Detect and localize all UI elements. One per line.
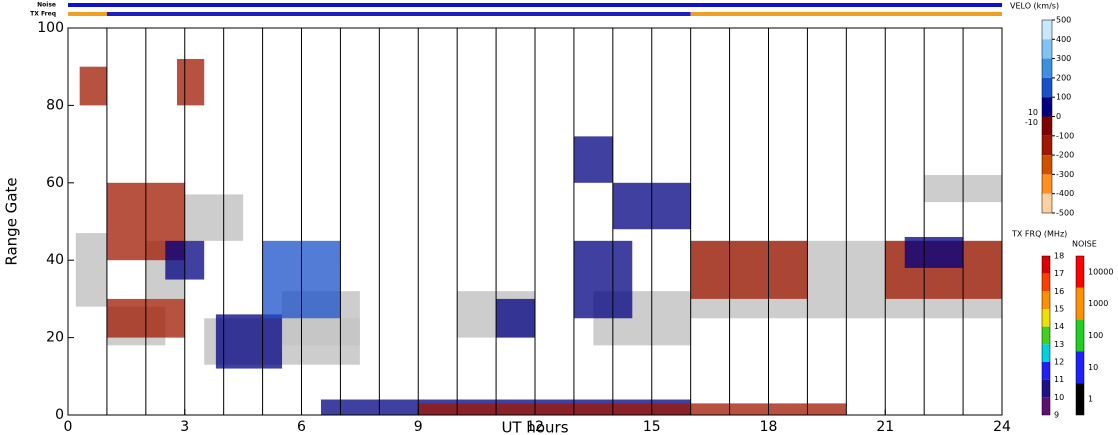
colorbar-cell xyxy=(1042,58,1052,78)
status-segment xyxy=(106,12,691,16)
colorbar-label: -10 xyxy=(1025,118,1038,127)
y-axis-title: Range Gate xyxy=(3,177,21,265)
colorbar-label: 18 xyxy=(1054,252,1064,261)
colorbar-cell xyxy=(1042,397,1050,415)
colorbar-cell xyxy=(1042,116,1052,136)
colorbar-cell xyxy=(1042,362,1050,380)
colorbar-label: 1000 xyxy=(1088,299,1108,308)
colorbar-cell xyxy=(1042,135,1052,156)
colorbar-label: -500 xyxy=(1056,209,1074,218)
colorbar-label: 11 xyxy=(1054,375,1064,384)
status-segment xyxy=(690,12,1002,16)
y-tick-label: 100 xyxy=(37,20,64,36)
x-tick-label: 0 xyxy=(64,419,73,435)
velocity-echo xyxy=(690,240,808,299)
colorbar-label: 13 xyxy=(1054,340,1064,349)
colorbar-cell xyxy=(1042,20,1052,40)
x-tick-label: 9 xyxy=(414,419,423,435)
x-tick-label: 24 xyxy=(993,419,1011,435)
colorbar-label: 15 xyxy=(1054,305,1064,314)
bar-label: TX Freq xyxy=(30,11,56,18)
x-tick-label: 12 xyxy=(526,419,544,435)
colorbar-frame xyxy=(1041,255,1051,416)
colorbar-label: 10000 xyxy=(1088,267,1113,276)
colorbar-cell xyxy=(1042,309,1050,327)
colorbar-label: 16 xyxy=(1054,287,1064,296)
colorbar-label: 17 xyxy=(1054,269,1064,278)
colorbar-cell xyxy=(1042,291,1050,309)
colorbar-label: -400 xyxy=(1056,189,1074,198)
colorbar-label: -300 xyxy=(1056,170,1074,179)
colorbar-label: 500 xyxy=(1056,16,1071,25)
colorbar-cell xyxy=(1042,256,1050,274)
y-tick-label: 80 xyxy=(46,97,64,113)
colorbar-label: 9 xyxy=(1054,411,1059,420)
velocity-echo xyxy=(496,298,535,338)
x-tick-label: 6 xyxy=(297,419,306,435)
colorbar-cell xyxy=(1042,273,1050,292)
colorbar-cell xyxy=(1042,155,1052,175)
x-tick-label: 18 xyxy=(760,419,778,435)
colorbar-title: TX FRQ (MHz) xyxy=(1011,230,1067,239)
ground-scatter xyxy=(184,194,244,241)
y-tick-label: 20 xyxy=(46,330,64,346)
colorbar-cell xyxy=(1076,383,1084,415)
velocity-echo xyxy=(176,58,205,106)
colorbar-cell xyxy=(1042,77,1052,98)
colorbar-label: 10 xyxy=(1054,393,1064,402)
colorbar-cell xyxy=(1042,379,1050,398)
colorbar-label: 300 xyxy=(1056,54,1071,63)
ground-scatter xyxy=(75,233,107,307)
colorbar-label: 400 xyxy=(1056,35,1071,44)
velocity-echo xyxy=(215,314,283,369)
colorbar-label: -200 xyxy=(1056,151,1074,160)
y-tick-label: 60 xyxy=(46,175,64,191)
colorbar-cell xyxy=(1076,351,1084,384)
colorbar-cell xyxy=(1042,39,1052,59)
velocity-echo xyxy=(904,236,964,268)
colorbar-label: 10 xyxy=(1028,108,1038,117)
colorbar-cell xyxy=(1076,287,1084,320)
colorbar-label: 12 xyxy=(1054,358,1064,367)
colorbar-cell xyxy=(1042,193,1052,213)
y-tick-label: 0 xyxy=(55,407,64,423)
colorbar-label: 100 xyxy=(1056,93,1071,102)
velocity-echo xyxy=(79,66,107,106)
colorbar-cell xyxy=(1042,174,1052,194)
status-segment xyxy=(68,12,107,16)
colorbar-cell xyxy=(1042,97,1052,117)
bar-label: Noise xyxy=(37,2,56,9)
colorbar-label: 200 xyxy=(1056,73,1071,82)
colorbar-cell xyxy=(1076,256,1084,288)
status-segment xyxy=(68,3,1002,7)
colorbar-label: -100 xyxy=(1056,131,1074,140)
colorbar-label: 0 xyxy=(1056,112,1061,121)
colorbar-title: VELO (km/s) xyxy=(1010,2,1059,11)
y-tick-label: 40 xyxy=(46,252,64,268)
colorbar-cell xyxy=(1042,326,1050,345)
x-tick-label: 3 xyxy=(180,419,189,435)
colorbar-frame xyxy=(1075,255,1085,416)
colorbar-label: 10 xyxy=(1088,363,1098,372)
x-tick-label: 15 xyxy=(643,419,661,435)
velocity-echo xyxy=(418,403,691,415)
colorbar-label: 100 xyxy=(1088,331,1103,340)
colorbar-title: NOISE xyxy=(1072,240,1097,249)
x-tick-label: 21 xyxy=(876,419,894,435)
velocity-echo xyxy=(573,240,633,319)
x-axis-title: UT hours xyxy=(501,419,568,435)
colorbar-label: 1 xyxy=(1088,395,1093,404)
colorbar-cell xyxy=(1076,319,1084,352)
colorbar-cell xyxy=(1042,344,1050,362)
colorbar-label: 14 xyxy=(1054,322,1064,331)
velocity-echo xyxy=(573,136,613,183)
